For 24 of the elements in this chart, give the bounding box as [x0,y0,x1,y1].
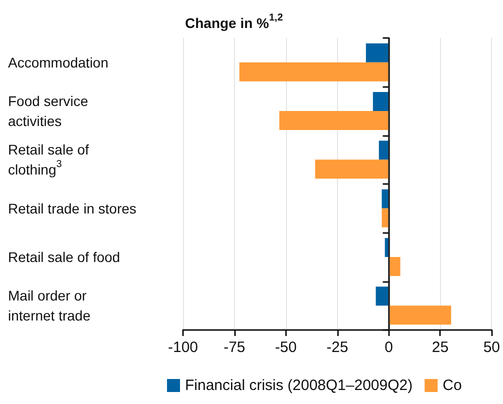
legend-label: Financial crisis (2008Q1–2009Q2) [185,377,413,394]
x-tick-label: -75 [224,339,246,356]
x-tick-label: 50 [483,339,500,356]
bar [315,160,389,179]
bar [382,208,389,228]
bar [378,140,389,160]
bar [239,62,389,82]
bar [382,189,389,208]
bar [372,92,389,111]
bar [366,43,389,62]
y-tick-label: Food service activities [8,93,88,129]
y-tick-label: Retail trade in stores [8,200,136,216]
legend-label: Co [442,377,462,394]
y-tick-label: Mail order or internet trade [8,288,91,324]
y-tick-label: Retail sale of food [8,249,120,265]
x-tick-label: -25 [326,339,348,356]
x-tick-label: 0 [384,339,393,356]
y-tick-label: Accommodation [8,54,108,70]
x-tick-label: 25 [432,339,449,356]
bar [388,306,452,325]
bar [279,111,389,130]
x-tick-label: -100 [168,339,198,356]
x-tick-label: -50 [275,339,297,356]
bar [376,286,389,306]
